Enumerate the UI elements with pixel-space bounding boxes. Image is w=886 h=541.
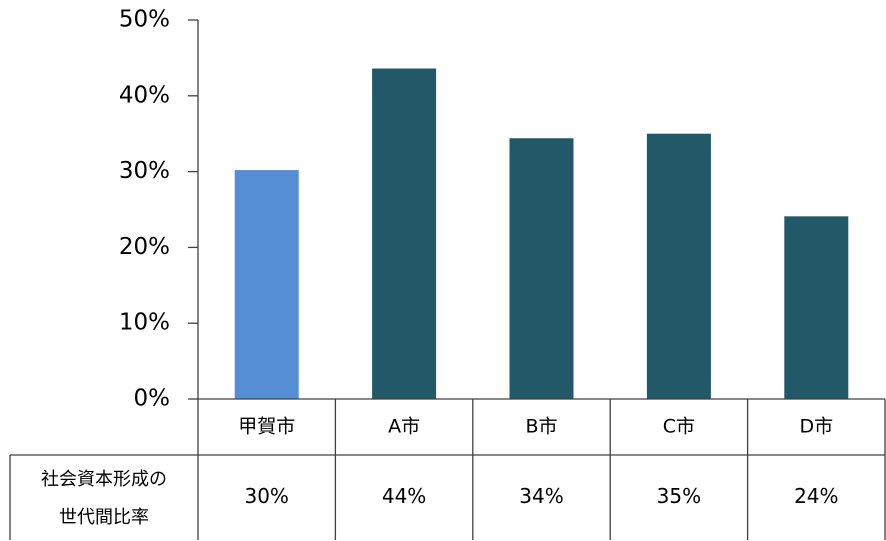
category-label: 甲賀市	[238, 416, 295, 438]
y-tick-label: 40%	[119, 82, 170, 108]
bar	[784, 216, 849, 399]
y-tick-label: 0%	[134, 386, 171, 412]
value-label: 44%	[382, 484, 426, 508]
value-label: 24%	[794, 484, 838, 508]
value-label: 30%	[244, 484, 288, 508]
category-label: D市	[799, 416, 833, 438]
bar	[234, 170, 299, 399]
category-label: C市	[663, 416, 695, 438]
bar	[509, 138, 574, 400]
bar	[372, 68, 437, 400]
y-tick-label: 30%	[119, 158, 170, 184]
y-tick-label: 10%	[119, 310, 170, 336]
y-tick-label: 50%	[119, 7, 170, 33]
row-label: 社会資本形成の	[41, 469, 167, 490]
value-label: 34%	[519, 484, 563, 508]
category-label: B市	[525, 416, 557, 438]
y-tick-label: 20%	[119, 234, 170, 260]
row-label: 世代間比率	[59, 507, 149, 528]
category-label: A市	[388, 416, 420, 438]
bar	[646, 133, 711, 399]
value-label: 35%	[657, 484, 701, 508]
